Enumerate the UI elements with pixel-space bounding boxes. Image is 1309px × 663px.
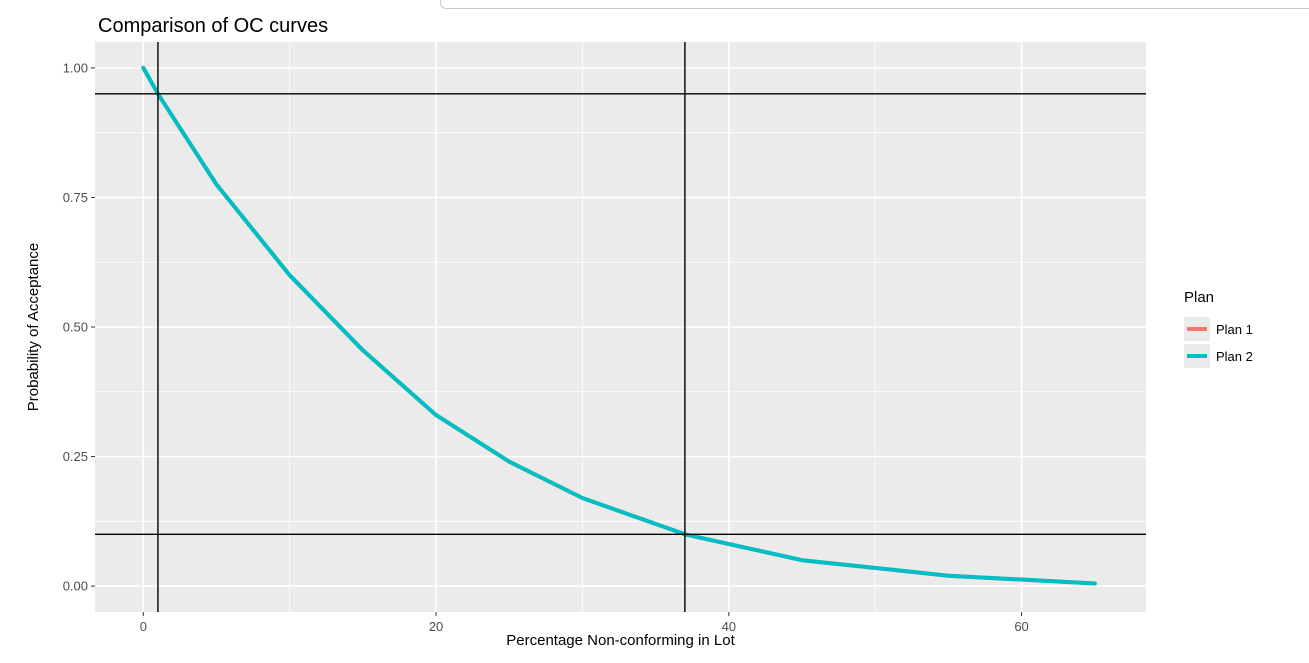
y-tick-label: 0.25 [63,449,88,464]
legend-label: Plan 1 [1216,322,1253,337]
y-tick-label: 0.75 [63,190,88,205]
reference-lines [95,42,1146,612]
y-tick-label: 0.00 [63,579,88,594]
y-tick-label: 0.50 [63,320,88,335]
series-line-plan-2 [141,65,1097,586]
legend-label: Plan 2 [1216,349,1253,364]
major-gridlines [95,42,1146,612]
chart-title: Comparison of OC curves [98,15,328,37]
y-tick-label: 1.00 [63,60,88,75]
x-tick-label: 40 [722,619,736,634]
x-axis-title: Percentage Non-conforming in Lot [506,632,735,649]
x-tick-label: 60 [1014,619,1028,634]
axis-ticks: 0 20 40 60 0.00 0.25 0.50 0.75 1.00 [63,60,1029,634]
legend-title: Plan [1184,289,1214,306]
x-tick-label: 20 [429,619,443,634]
window-top-edge [0,0,1309,10]
series-lines [141,65,1097,586]
y-axis-title: Probability of Acceptance [25,243,42,411]
legend: Plan Plan 1 Plan 2 [1184,289,1253,368]
x-tick-label: 0 [140,619,147,634]
